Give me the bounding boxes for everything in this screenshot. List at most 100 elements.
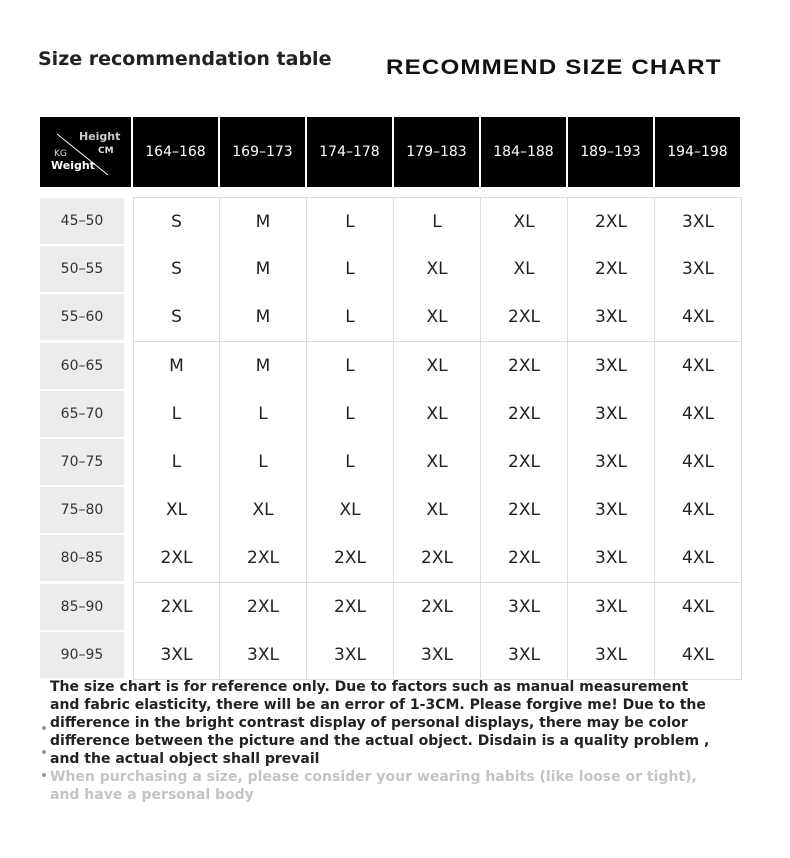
size-cell: L xyxy=(220,438,307,487)
size-cell: S xyxy=(133,245,220,295)
size-cell: 4XL xyxy=(655,582,742,632)
size-cell: 4XL xyxy=(655,341,742,391)
size-cell: 2XL xyxy=(568,245,655,295)
size-cell: 3XL xyxy=(568,341,655,391)
size-cell: S xyxy=(133,197,220,246)
weight-cell: 55–60 xyxy=(40,294,124,341)
size-cell: L xyxy=(307,293,394,343)
size-cell: 2XL xyxy=(481,534,568,584)
size-cell: 2XL xyxy=(307,534,394,584)
size-cell: 3XL xyxy=(568,438,655,487)
size-cell: XL xyxy=(394,245,481,295)
height-header: 174–178 xyxy=(307,117,392,187)
size-cell: 3XL xyxy=(568,486,655,536)
bullet-dot xyxy=(42,726,46,730)
size-cell: 3XL xyxy=(481,630,568,680)
size-cell: XL xyxy=(394,486,481,536)
size-cell: M xyxy=(220,341,307,391)
size-cell: 2XL xyxy=(394,534,481,584)
size-cell: 2XL xyxy=(220,534,307,584)
size-cell: M xyxy=(133,341,220,391)
size-cell: 3XL xyxy=(568,389,655,439)
size-cell: 3XL xyxy=(394,630,481,680)
size-cell: XL xyxy=(220,486,307,536)
purchase-tip-text: When purchasing a size, please consider … xyxy=(50,769,697,803)
size-cell: M xyxy=(220,245,307,295)
size-cell: L xyxy=(307,438,394,487)
size-cell: L xyxy=(307,245,394,295)
size-cell: L xyxy=(307,197,394,246)
height-header: 164–168 xyxy=(133,117,218,187)
size-cell: M xyxy=(220,293,307,343)
size-cell: S xyxy=(133,293,220,343)
bullet-dot xyxy=(42,750,46,754)
kg-label: KG xyxy=(54,149,67,159)
weight-cell: 85–90 xyxy=(40,583,124,630)
size-cell: 2XL xyxy=(133,534,220,584)
size-cell: 4XL xyxy=(655,293,742,343)
size-cell: 3XL xyxy=(220,630,307,680)
size-cell: 3XL xyxy=(568,630,655,680)
size-cell: 2XL xyxy=(481,438,568,487)
weight-cell: 45–50 xyxy=(40,198,124,244)
size-cell: 3XL xyxy=(568,534,655,584)
size-cell: L xyxy=(394,197,481,246)
size-cell: L xyxy=(220,389,307,439)
size-cell: 2XL xyxy=(481,389,568,439)
weight-label: Weight xyxy=(51,159,95,172)
weight-cell: 75–80 xyxy=(40,487,124,534)
chart-heading: RECOMMEND SIZE CHART xyxy=(386,56,722,79)
corner-header: Height CM KG Weight xyxy=(40,117,131,187)
diagonal-divider xyxy=(56,133,109,176)
size-cell: XL xyxy=(394,438,481,487)
size-cell: 3XL xyxy=(307,630,394,680)
size-cell: 4XL xyxy=(655,438,742,487)
height-header: 184–188 xyxy=(481,117,566,187)
cm-label: CM xyxy=(98,146,114,156)
size-cell: 3XL xyxy=(568,582,655,632)
size-cell: L xyxy=(133,389,220,439)
size-cell: 2XL xyxy=(481,341,568,391)
size-cell: L xyxy=(307,389,394,439)
size-cell: XL xyxy=(481,245,568,295)
size-cell: 2XL xyxy=(568,197,655,246)
size-cell: XL xyxy=(133,486,220,536)
weight-cell: 65–70 xyxy=(40,390,124,437)
size-cell: M xyxy=(220,197,307,246)
height-header: 194–198 xyxy=(655,117,740,187)
weight-cell: 50–55 xyxy=(40,246,124,293)
size-cell: 3XL xyxy=(655,197,742,246)
size-cell: 3XL xyxy=(133,630,220,680)
size-cell: XL xyxy=(394,293,481,343)
height-header: 179–183 xyxy=(394,117,479,187)
size-cell: 2XL xyxy=(481,486,568,536)
bullet-dot xyxy=(42,773,46,777)
size-cell: XL xyxy=(307,486,394,536)
size-cell: 4XL xyxy=(655,389,742,439)
size-cell: 4XL xyxy=(655,534,742,584)
weight-cell: 60–65 xyxy=(40,342,124,389)
size-cell: 2XL xyxy=(481,293,568,343)
size-cell: 3XL xyxy=(481,582,568,632)
weight-cell: 80–85 xyxy=(40,535,124,582)
weight-cell: 70–75 xyxy=(40,439,124,485)
height-header: 169–173 xyxy=(220,117,305,187)
size-cell: 2XL xyxy=(133,582,220,632)
page-title: Size recommendation table xyxy=(38,48,332,70)
weight-cell: 90–95 xyxy=(40,631,124,678)
size-cell: 4XL xyxy=(655,486,742,536)
size-cell: L xyxy=(133,438,220,487)
size-cell: XL xyxy=(394,389,481,439)
height-header: 189–193 xyxy=(568,117,653,187)
size-cell: 2XL xyxy=(394,582,481,632)
size-cell: XL xyxy=(394,341,481,391)
size-cell: L xyxy=(307,341,394,391)
notes: The size chart is for reference only. Du… xyxy=(50,678,710,804)
size-cell: 3XL xyxy=(655,245,742,295)
size-cell: XL xyxy=(481,197,568,246)
disclaimer-text: The size chart is for reference only. Du… xyxy=(50,679,710,767)
height-label: Height xyxy=(79,130,121,143)
size-cell: 2XL xyxy=(220,582,307,632)
size-cell: 4XL xyxy=(655,630,742,680)
